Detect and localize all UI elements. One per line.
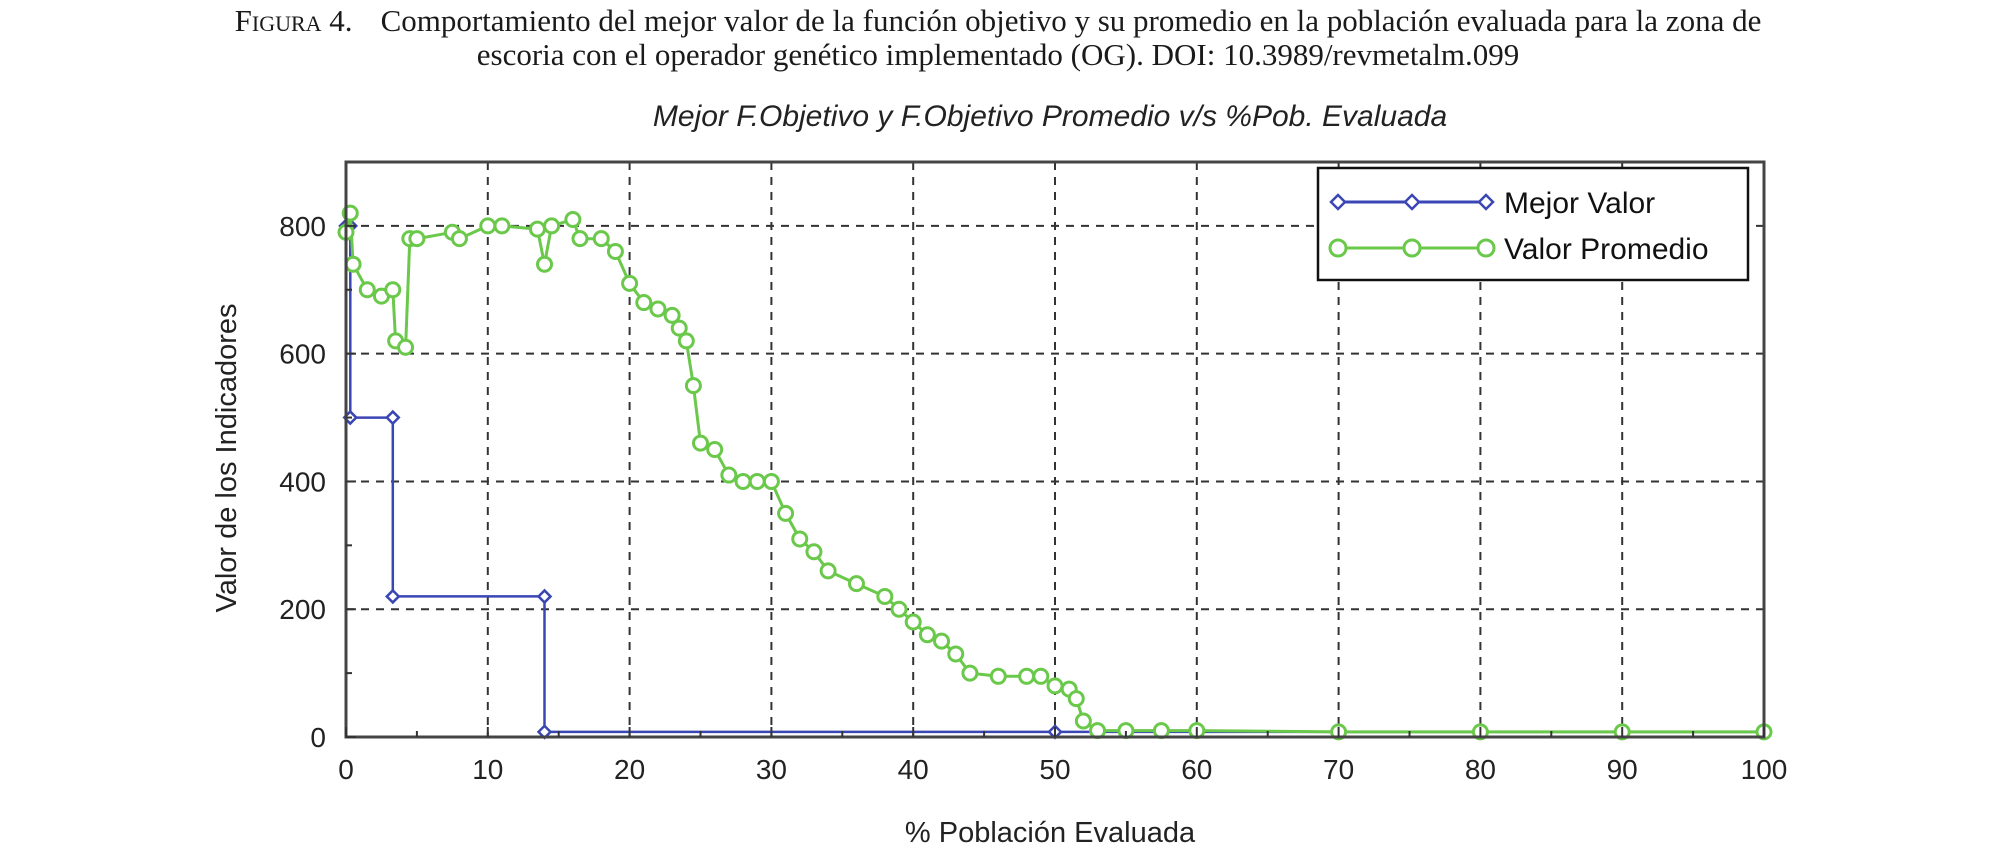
x-tick-label: 40 xyxy=(898,754,929,785)
legend-marker xyxy=(1402,238,1422,258)
data-point xyxy=(564,211,582,228)
data-point xyxy=(1046,677,1064,695)
axis-ticks: 0 10 20 30 40 50 60 70 80 90 100 0 200 400 600 800 xyxy=(279,211,1787,785)
data-point xyxy=(777,504,795,522)
data-point xyxy=(663,306,681,324)
data-point xyxy=(450,230,468,248)
legend-entry: Valor Promedio xyxy=(1328,233,1709,266)
legend-marker xyxy=(1329,193,1347,211)
figure-caption: Figura 4. Comportamiento del mejor valor … xyxy=(0,4,1996,72)
caption-label: Figura 4. xyxy=(234,3,353,38)
caption-text-line2: escoria con el operador genético impleme… xyxy=(476,37,1520,72)
data-point xyxy=(536,255,554,273)
data-point xyxy=(479,217,497,235)
data-point xyxy=(571,230,589,248)
x-tick-label: 0 xyxy=(338,754,354,785)
x-tick-label: 10 xyxy=(472,754,503,785)
data-point xyxy=(734,472,752,490)
y-axis-label: Valor de los Indicadores xyxy=(211,304,243,613)
data-point xyxy=(876,587,894,605)
y-tick-label: 0 xyxy=(310,722,326,753)
x-tick-label: 100 xyxy=(1741,754,1788,785)
data-point xyxy=(918,626,936,644)
y-tick-label: 600 xyxy=(279,339,326,370)
data-point xyxy=(1067,690,1085,708)
series-line-valor-promedio xyxy=(344,212,1764,734)
x-axis-label: % Población Evaluada xyxy=(905,817,1196,849)
data-point xyxy=(762,472,780,490)
data-point xyxy=(649,300,667,318)
legend-entry: Mejor Valor xyxy=(1329,187,1655,220)
data-point xyxy=(989,667,1007,685)
data-point xyxy=(706,441,724,458)
data-point xyxy=(1018,667,1036,685)
data-point xyxy=(1074,712,1092,730)
legend: Mejor Valor Valor Promedio xyxy=(1316,166,1750,282)
data-point xyxy=(385,409,401,426)
legend-label: Mejor Valor xyxy=(1504,187,1655,220)
data-point xyxy=(805,543,823,561)
legend-marker xyxy=(1477,193,1495,211)
data-point xyxy=(344,255,362,273)
data-point xyxy=(904,613,922,631)
data-point xyxy=(408,230,426,248)
y-tick-label: 200 xyxy=(279,594,326,625)
data-point xyxy=(961,664,979,682)
data-point xyxy=(606,242,624,260)
data-point xyxy=(528,220,546,238)
data-point xyxy=(684,377,702,395)
data-point xyxy=(890,600,908,618)
legend-label: Valor Promedio xyxy=(1504,233,1709,266)
x-tick-label: 70 xyxy=(1323,754,1354,785)
data-point xyxy=(947,645,965,663)
data-point xyxy=(543,217,561,235)
data-point xyxy=(592,230,610,248)
legend-box xyxy=(1316,166,1750,282)
legend-marker xyxy=(1403,193,1421,211)
data-point xyxy=(791,530,809,548)
chart-title: Mejor F.Objetivo y F.Objetivo Promedio v… xyxy=(653,100,1447,133)
data-point xyxy=(397,338,415,356)
data-point xyxy=(720,466,738,484)
data-point xyxy=(621,274,639,292)
legend-marker xyxy=(1476,238,1496,258)
data-point xyxy=(692,434,709,452)
data-point xyxy=(384,281,402,299)
data-point xyxy=(819,562,837,580)
data-point xyxy=(933,632,951,650)
x-tick-label: 30 xyxy=(756,754,787,785)
data-point xyxy=(635,294,653,312)
x-tick-label: 50 xyxy=(1039,754,1070,785)
x-tick-label: 20 xyxy=(614,754,645,785)
data-point xyxy=(358,281,376,299)
data-point xyxy=(670,319,688,337)
data-point xyxy=(493,217,511,235)
data-point xyxy=(536,588,553,605)
x-tick-label: 80 xyxy=(1465,754,1496,785)
y-tick-label: 400 xyxy=(279,466,326,497)
y-tick-label: 800 xyxy=(279,211,326,242)
caption-text-line1: Comportamiento del mejor valor de la fun… xyxy=(380,3,1762,38)
data-point xyxy=(847,575,865,593)
data-point xyxy=(748,472,766,490)
x-tick-label: 90 xyxy=(1607,754,1638,785)
data-point xyxy=(1032,667,1050,685)
legend-marker xyxy=(1328,238,1348,258)
x-tick-label: 60 xyxy=(1181,754,1212,785)
data-point xyxy=(677,332,695,350)
data-point xyxy=(385,588,401,605)
